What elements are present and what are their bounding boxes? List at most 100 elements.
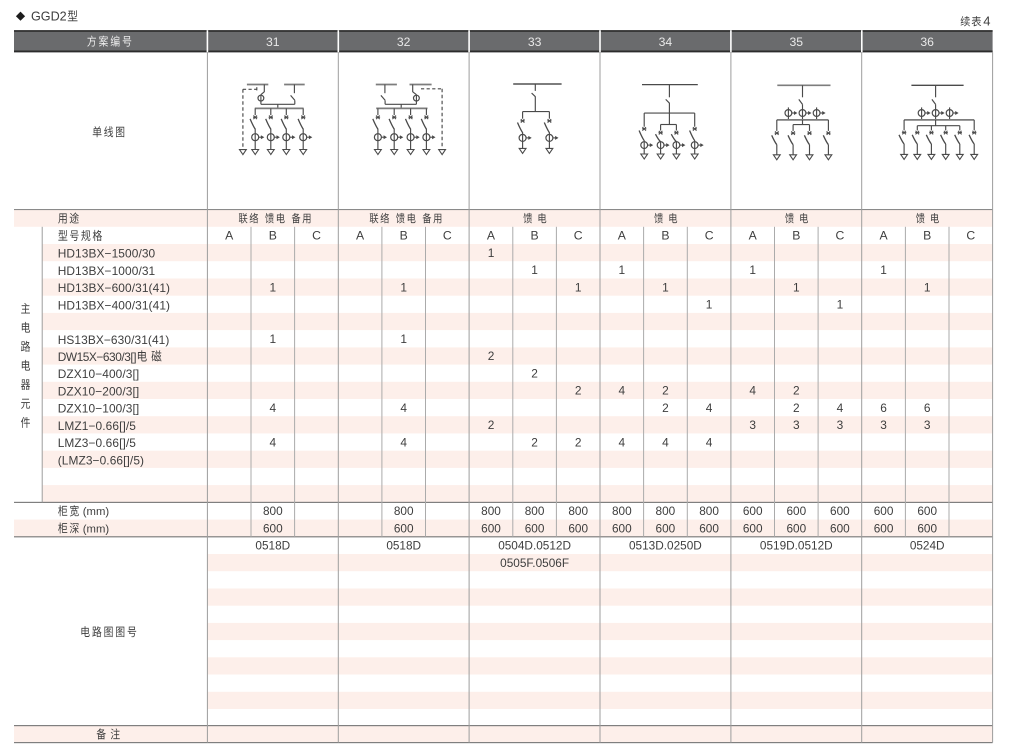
svg-text:4: 4 — [269, 401, 276, 415]
svg-text:A: A — [749, 228, 758, 242]
svg-text:A: A — [487, 228, 496, 242]
svg-text:DZX10−200/3[]: DZX10−200/3[] — [58, 384, 140, 398]
svg-text:6: 6 — [924, 401, 931, 415]
svg-text:36: 36 — [920, 35, 934, 49]
svg-text:A: A — [618, 228, 627, 242]
svg-text:4: 4 — [837, 401, 844, 415]
svg-text:2: 2 — [662, 401, 669, 415]
svg-text:33: 33 — [528, 35, 542, 49]
svg-text:2: 2 — [662, 384, 669, 398]
svg-text:1: 1 — [618, 263, 625, 277]
svg-text:800: 800 — [525, 504, 545, 518]
svg-text:800: 800 — [612, 504, 632, 518]
svg-text:600: 600 — [874, 521, 894, 535]
svg-text:600: 600 — [786, 504, 806, 518]
svg-text:A: A — [880, 228, 889, 242]
svg-text:2: 2 — [488, 418, 495, 432]
svg-text:1: 1 — [269, 280, 276, 294]
svg-text:2: 2 — [575, 384, 582, 398]
svg-text:4: 4 — [618, 435, 625, 449]
svg-text:LMZ1−0.66[]/5: LMZ1−0.66[]/5 — [58, 419, 137, 433]
svg-text:(LMZ3−0.66[]/5): (LMZ3−0.66[]/5) — [58, 453, 144, 467]
svg-text:0504D.0512D: 0504D.0512D — [498, 539, 571, 553]
svg-text:34: 34 — [659, 35, 673, 49]
svg-text:600: 600 — [699, 521, 719, 535]
svg-text:4: 4 — [706, 401, 713, 415]
svg-text:35: 35 — [790, 35, 804, 49]
svg-text:DZX10−400/3[]: DZX10−400/3[] — [58, 367, 140, 381]
svg-text:B: B — [531, 228, 539, 242]
svg-text:1: 1 — [488, 246, 495, 260]
svg-text:A: A — [356, 228, 365, 242]
svg-text:1: 1 — [706, 298, 713, 312]
svg-text:0518D: 0518D — [386, 539, 421, 553]
svg-text:DW15X−630/3[]: DW15X−630/3[] — [58, 350, 137, 364]
svg-text:0505F.0506F: 0505F.0506F — [500, 556, 569, 570]
svg-text:600: 600 — [394, 521, 414, 535]
svg-text:600: 600 — [568, 521, 588, 535]
svg-text:800: 800 — [699, 504, 719, 518]
svg-text:600: 600 — [917, 521, 937, 535]
svg-text:4: 4 — [706, 435, 713, 449]
svg-text:1: 1 — [793, 280, 800, 294]
svg-text:1: 1 — [531, 263, 538, 277]
svg-text:2: 2 — [793, 401, 800, 415]
svg-text:C: C — [443, 228, 452, 242]
svg-text:HD13BX−1000/31: HD13BX−1000/31 — [58, 264, 156, 278]
svg-text:1: 1 — [749, 263, 756, 277]
svg-text:C: C — [574, 228, 583, 242]
svg-text:600: 600 — [481, 521, 501, 535]
svg-text:HD13BX−1500/30: HD13BX−1500/30 — [58, 247, 156, 261]
svg-text:600: 600 — [525, 521, 545, 535]
svg-text:3: 3 — [749, 418, 756, 432]
svg-text:2: 2 — [793, 384, 800, 398]
svg-text:0513D.0250D: 0513D.0250D — [629, 539, 702, 553]
svg-text:800: 800 — [481, 504, 501, 518]
svg-text:600: 600 — [743, 521, 763, 535]
svg-text:0518D: 0518D — [255, 539, 290, 553]
svg-text:1: 1 — [837, 298, 844, 312]
svg-text:600: 600 — [830, 521, 850, 535]
svg-text:600: 600 — [874, 504, 894, 518]
svg-text:3: 3 — [837, 418, 844, 432]
svg-text:600: 600 — [830, 504, 850, 518]
svg-text:1: 1 — [269, 332, 276, 346]
svg-text:(mm): (mm) — [83, 506, 110, 518]
svg-text:0524D: 0524D — [910, 539, 945, 553]
svg-text:C: C — [835, 228, 844, 242]
svg-text:B: B — [661, 228, 669, 242]
svg-text:DZX10−100/3[]: DZX10−100/3[] — [58, 402, 140, 416]
svg-text:(mm): (mm) — [83, 523, 110, 535]
svg-text:600: 600 — [656, 521, 676, 535]
svg-text:1: 1 — [400, 332, 407, 346]
svg-text:C: C — [312, 228, 321, 242]
svg-text:0519D.0512D: 0519D.0512D — [760, 539, 833, 553]
svg-text:4: 4 — [400, 401, 407, 415]
svg-text:B: B — [792, 228, 800, 242]
svg-text:2: 2 — [488, 349, 495, 363]
svg-text:C: C — [705, 228, 714, 242]
svg-text:800: 800 — [394, 504, 414, 518]
svg-text:2: 2 — [575, 435, 582, 449]
svg-text:B: B — [269, 228, 277, 242]
svg-text:600: 600 — [612, 521, 632, 535]
svg-text:800: 800 — [263, 504, 283, 518]
svg-text:3: 3 — [924, 418, 931, 432]
svg-text:4: 4 — [269, 435, 276, 449]
svg-text:C: C — [966, 228, 975, 242]
svg-text:1: 1 — [400, 280, 407, 294]
svg-text:32: 32 — [397, 35, 411, 49]
svg-text:B: B — [923, 228, 931, 242]
svg-text:1: 1 — [924, 280, 931, 294]
svg-text:1: 1 — [662, 280, 669, 294]
svg-text:4: 4 — [983, 14, 990, 29]
svg-text:6: 6 — [880, 401, 887, 415]
svg-text:3: 3 — [793, 418, 800, 432]
svg-text:LMZ3−0.66[]/5: LMZ3−0.66[]/5 — [58, 436, 137, 450]
svg-text:600: 600 — [917, 504, 937, 518]
svg-text:4: 4 — [400, 435, 407, 449]
svg-text:2: 2 — [531, 435, 538, 449]
svg-text:600: 600 — [786, 521, 806, 535]
svg-text:1: 1 — [575, 280, 582, 294]
svg-text:800: 800 — [656, 504, 676, 518]
